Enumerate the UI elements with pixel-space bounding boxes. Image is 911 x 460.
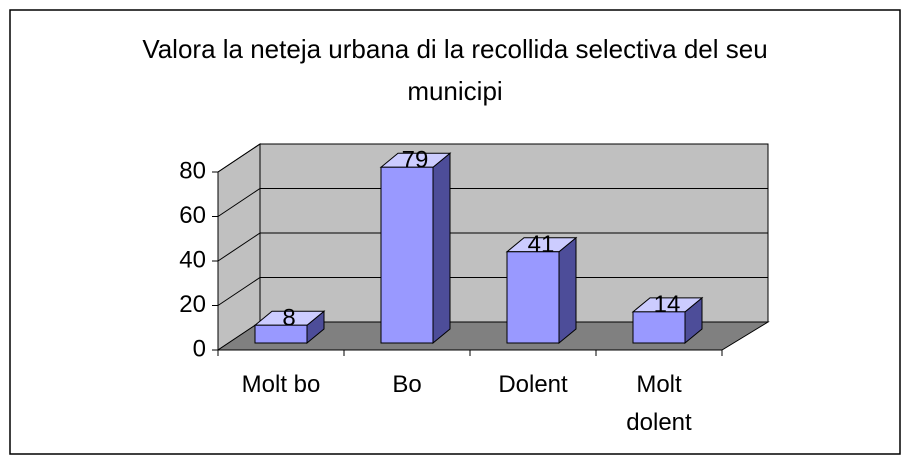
bar [254, 324, 308, 344]
grid-line [217, 277, 768, 306]
bar-group: 14 [631, 291, 704, 345]
x-label-box: Bo [392, 371, 422, 398]
y-tick-label: 60 [179, 202, 206, 229]
y-tick-label: 80 [179, 157, 206, 184]
x-tick-label: Molt bo [241, 371, 321, 398]
y-tick-label: 20 [179, 291, 206, 318]
bar-group: 41 [505, 231, 578, 345]
grid-line [217, 143, 768, 173]
title-box: Valora la neteja urbana di la recollida … [142, 34, 768, 106]
y-tick-label: 0 [193, 335, 206, 362]
x-tick-label: Molt dolent [626, 371, 692, 436]
data-label: 8 [282, 305, 295, 332]
x-label-box: Molt dolent [626, 371, 692, 436]
bar [632, 311, 686, 344]
y-tick-label: 40 [179, 246, 206, 273]
x-label-box: Dolent [498, 371, 568, 398]
bar-side [558, 236, 577, 345]
x-tick-label: Bo [392, 371, 422, 398]
bar [506, 251, 560, 344]
data-label: 79 [402, 147, 429, 174]
grid-line [217, 232, 768, 262]
bar-side [432, 152, 451, 345]
chart-title: Valora la neteja urbana di la recollida … [142, 34, 768, 106]
data-label: 14 [654, 291, 681, 318]
x-tick-label: Dolent [498, 371, 568, 398]
data-label: 41 [528, 231, 555, 258]
bar [380, 166, 434, 344]
x-label-box: Molt bo [241, 371, 321, 398]
grid-line [217, 188, 768, 217]
bar-group: 8 [253, 305, 326, 345]
bar-group: 79 [379, 147, 452, 345]
